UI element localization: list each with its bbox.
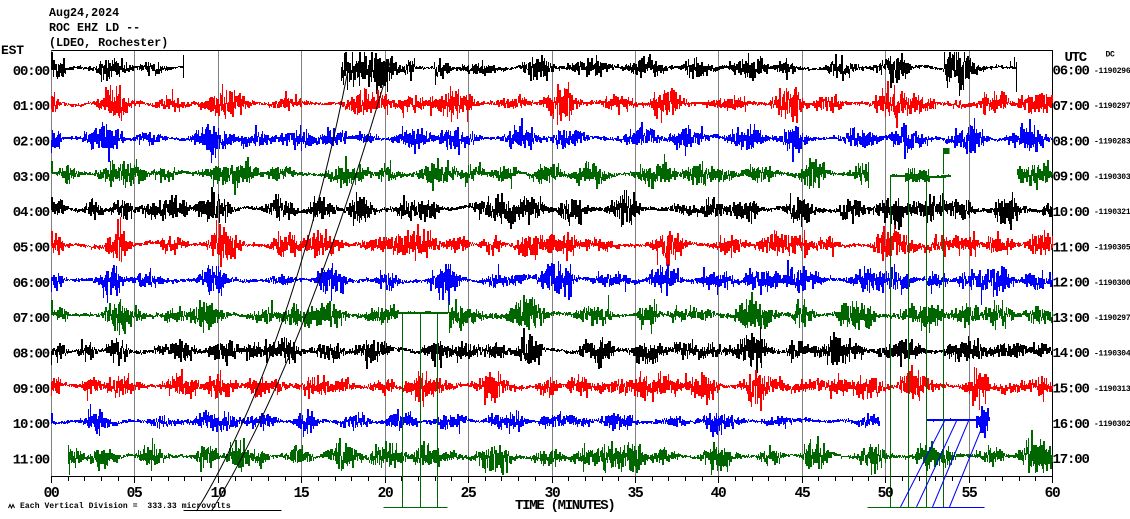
- svg-text:05:00: 05:00: [13, 240, 50, 256]
- svg-text:45: 45: [795, 486, 810, 502]
- svg-text:10:00: 10:00: [1053, 205, 1090, 221]
- svg-text:-1190300: -1190300: [1094, 279, 1130, 288]
- svg-text:11:00: 11:00: [13, 452, 50, 468]
- svg-text:30: 30: [545, 486, 560, 502]
- svg-text:20: 20: [378, 486, 393, 502]
- svg-text:-1190296: -1190296: [1094, 67, 1130, 76]
- svg-text:10:00: 10:00: [13, 417, 50, 433]
- svg-text:Each Vertical Division = 333.: Each Vertical Division = 333.33 microvol…: [20, 502, 231, 511]
- svg-text:12:00: 12:00: [1053, 276, 1090, 292]
- svg-text:60: 60: [1045, 486, 1060, 502]
- svg-text:05: 05: [127, 486, 142, 502]
- svg-text:-1190283: -1190283: [1094, 137, 1130, 146]
- svg-text:-1190321: -1190321: [1094, 208, 1130, 217]
- svg-text:15: 15: [294, 486, 309, 502]
- svg-text:50: 50: [878, 486, 893, 502]
- svg-text:17:00: 17:00: [1053, 452, 1090, 468]
- svg-text:40: 40: [711, 486, 726, 502]
- svg-text:09:00: 09:00: [1053, 170, 1090, 186]
- svg-text:DC: DC: [1106, 51, 1116, 60]
- svg-text:00:00: 00:00: [13, 64, 50, 80]
- svg-text:-1190305: -1190305: [1094, 243, 1130, 252]
- svg-text:35: 35: [628, 486, 643, 502]
- svg-text:-1190297: -1190297: [1094, 314, 1130, 323]
- svg-text:(LDEO, Rochester): (LDEO, Rochester): [49, 36, 168, 50]
- svg-text:03:00: 03:00: [13, 170, 50, 186]
- svg-text:-1190303: -1190303: [1094, 173, 1130, 182]
- svg-text:-1190313: -1190313: [1094, 385, 1130, 394]
- svg-text:UTC: UTC: [1065, 50, 1088, 66]
- svg-text:16:00: 16:00: [1053, 417, 1090, 433]
- svg-text:ROC EHZ LD --: ROC EHZ LD --: [49, 21, 140, 35]
- svg-text:25: 25: [461, 486, 476, 502]
- svg-text:Aug24,2024: Aug24,2024: [49, 6, 119, 20]
- svg-text:02:00: 02:00: [13, 134, 50, 150]
- svg-text:00: 00: [44, 486, 59, 502]
- svg-text:15:00: 15:00: [1053, 382, 1090, 398]
- svg-text:11:00: 11:00: [1053, 240, 1090, 256]
- svg-text:-1190302: -1190302: [1094, 420, 1130, 429]
- svg-text:55: 55: [962, 486, 977, 502]
- svg-text:01:00: 01:00: [13, 99, 50, 115]
- svg-text:13:00: 13:00: [1053, 311, 1090, 327]
- svg-text:06:00: 06:00: [1053, 64, 1090, 80]
- svg-text:09:00: 09:00: [13, 382, 50, 398]
- svg-text:06:00: 06:00: [13, 276, 50, 292]
- svg-text:08:00: 08:00: [13, 346, 50, 362]
- svg-text:07:00: 07:00: [13, 311, 50, 327]
- svg-text:TIME (MINUTES): TIME (MINUTES): [515, 498, 614, 514]
- svg-text:-1190297: -1190297: [1094, 102, 1130, 111]
- svg-text:-1190304: -1190304: [1094, 349, 1130, 358]
- svg-text:08:00: 08:00: [1053, 134, 1090, 150]
- svg-text:10: 10: [211, 486, 226, 502]
- svg-text:04:00: 04:00: [13, 205, 50, 221]
- svg-text:07:00: 07:00: [1053, 99, 1090, 115]
- svg-text:14:00: 14:00: [1053, 346, 1090, 362]
- svg-text:EST: EST: [1, 43, 24, 58]
